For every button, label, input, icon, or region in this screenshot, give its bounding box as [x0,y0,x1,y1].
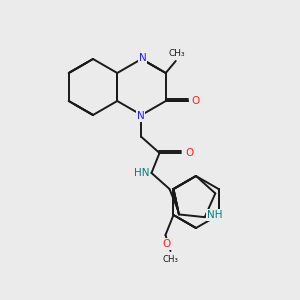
Text: NH: NH [207,210,223,220]
Text: O: O [192,96,200,106]
Text: CH₃: CH₃ [163,256,178,265]
Text: O: O [162,239,171,249]
Text: HN: HN [134,168,149,178]
Text: N: N [139,53,146,63]
Text: N: N [136,111,144,121]
Text: O: O [185,148,194,158]
Text: CH₃: CH₃ [168,49,185,58]
